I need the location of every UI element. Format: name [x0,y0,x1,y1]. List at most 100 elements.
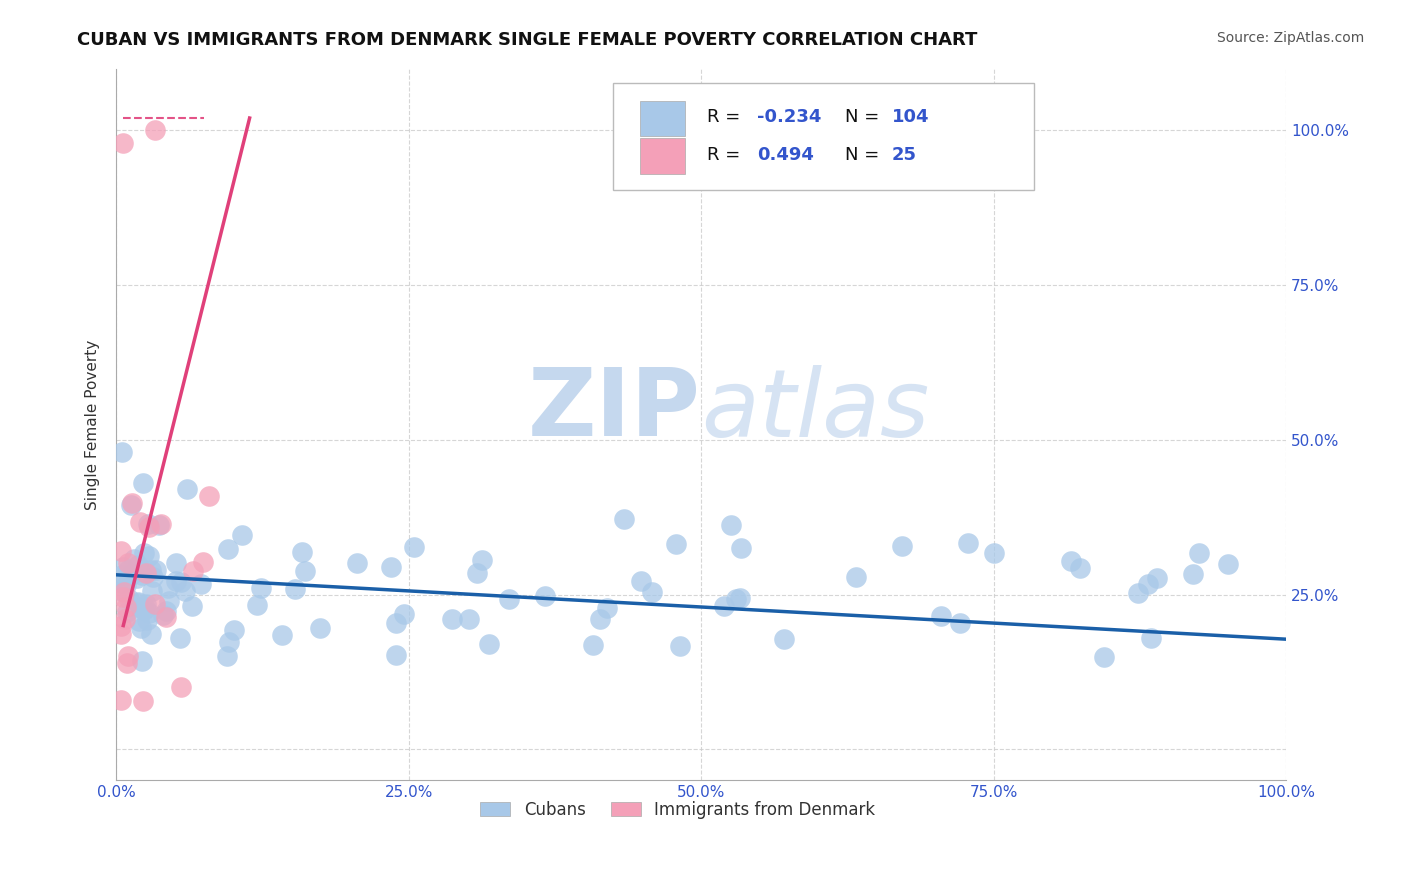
Point [346,556,368,570]
Text: 104: 104 [891,108,929,126]
Point [131,654,153,668]
Y-axis label: Single Female Poverty: Single Female Poverty [86,339,100,509]
Point [111,560,134,574]
Point [141,584,163,599]
Point [135,598,157,612]
Point [169,681,191,695]
Point [217,649,239,664]
Point [122,552,145,566]
Point [135,613,157,627]
Point [110,693,132,707]
Point [134,546,156,560]
Point [772,632,794,647]
Point [134,602,156,616]
Point [1092,650,1115,665]
Point [155,609,177,624]
Point [231,528,253,542]
Point [117,592,139,607]
Point [138,607,160,621]
Point [129,622,152,636]
Point [165,574,187,588]
Point [145,563,167,577]
Point [111,590,134,604]
Text: 25: 25 [891,145,917,163]
Point [218,542,240,557]
Point [728,591,751,605]
Point [139,627,162,641]
Point [181,599,204,613]
Point [111,575,134,590]
Point [384,615,406,630]
Point [125,571,148,585]
Point [173,584,195,599]
Point [121,496,143,510]
FancyBboxPatch shape [613,83,1035,189]
Point [190,576,212,591]
Point [139,563,162,577]
Point [1188,546,1211,560]
Point [191,555,214,569]
Point [131,694,153,708]
Point [949,616,972,631]
Point [111,567,134,582]
Point [440,611,463,625]
Point [595,600,617,615]
Point [148,517,170,532]
Point [471,553,494,567]
Point [385,648,408,662]
Text: atlas: atlas [702,365,929,456]
Point [1181,567,1204,582]
Point [1126,586,1149,600]
Point [181,564,204,578]
Point [131,567,153,582]
Point [111,583,134,598]
Point [112,585,135,599]
Point [465,566,488,581]
Point [120,498,142,512]
Point [170,574,193,589]
Point [1139,631,1161,645]
Point [1137,577,1160,591]
Point [156,581,179,595]
Point [121,566,143,581]
Point [110,627,132,641]
Point [222,623,245,637]
FancyBboxPatch shape [640,138,685,174]
Point [115,600,138,615]
Point [143,597,166,611]
Point [291,545,314,559]
Point [284,582,307,596]
Text: -0.234: -0.234 [758,108,821,126]
Point [132,476,155,491]
Text: N =: N = [845,108,884,126]
Point [198,489,221,503]
Point [392,607,415,622]
Point [630,574,652,589]
Point [845,570,868,584]
Point [245,599,267,613]
Point [152,607,174,622]
Point [169,631,191,645]
Point [725,591,748,606]
Point [478,637,501,651]
Text: 0.494: 0.494 [758,145,814,163]
Point [143,123,166,137]
Point [1218,557,1240,571]
Point [117,656,139,670]
Point [114,612,136,626]
Point [159,594,181,608]
Point [613,512,636,526]
Point [713,599,735,614]
Point [115,606,138,620]
Point [127,595,149,609]
Point [176,483,198,497]
Point [929,609,952,624]
Point [136,516,159,531]
Legend: Cubans, Immigrants from Denmark: Cubans, Immigrants from Denmark [474,794,882,825]
Text: R =: R = [707,108,747,126]
Point [117,557,139,571]
Point [458,612,481,626]
Point [641,584,664,599]
Point [127,558,149,572]
Point [309,621,332,635]
